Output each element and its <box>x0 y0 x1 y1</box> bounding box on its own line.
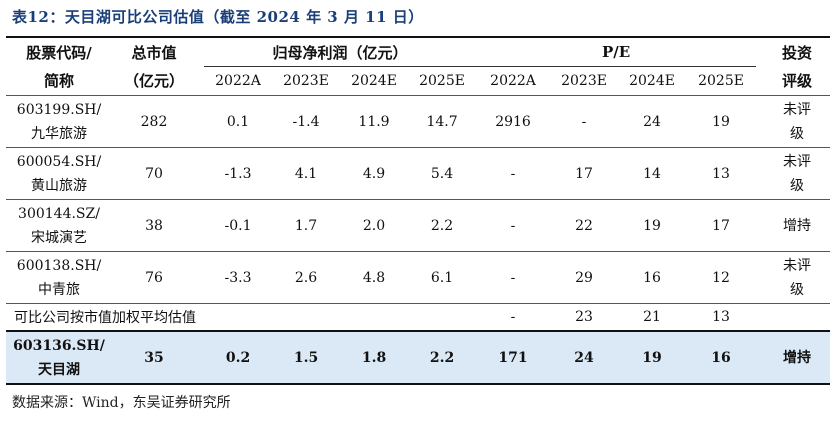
rating-2: 级 <box>790 177 805 194</box>
pe-cell: 2916 <box>476 95 551 148</box>
pe-cell: - <box>510 309 516 325</box>
header-mcap: 总市值 <box>112 36 197 67</box>
profit-cell: 11.9 <box>340 95 409 148</box>
stock-name: 九华旅游 <box>31 125 87 142</box>
profit-cell: -3.3 <box>204 251 273 304</box>
pe-cell: 24 <box>550 330 619 385</box>
stock-name: 宋城演艺 <box>31 229 87 246</box>
table-row: 600054.SH/黄山旅游 70 -1.3 4.1 4.9 5.4 - 17 … <box>6 147 831 200</box>
pe-cell: 29 <box>550 251 619 304</box>
pe-cell: 14 <box>618 147 687 200</box>
pe-cell: 17 <box>550 147 619 200</box>
profit-cell: -0.1 <box>204 199 273 252</box>
profit-cell: 2.2 <box>408 199 477 252</box>
market-cap: 76 <box>112 251 197 304</box>
header-year: 2023E <box>272 66 341 96</box>
average-row: 可比公司按市值加权平均估值 - 23 21 13 <box>6 303 830 331</box>
pe-cell: 19 <box>618 199 687 252</box>
header-year: 2024E <box>340 66 409 96</box>
pe-cell: 21 <box>643 309 661 325</box>
market-cap: 70 <box>112 147 197 200</box>
header-year: 2024E <box>618 66 687 96</box>
profit-cell: 0.2 <box>204 330 273 385</box>
average-label: 可比公司按市值加权平均估值 <box>14 310 196 326</box>
profit-cell: 5.4 <box>408 147 477 200</box>
rating: 增持 <box>764 330 831 385</box>
profit-cell: 2.6 <box>272 251 341 304</box>
profit-cell: 2.2 <box>408 330 477 385</box>
rating: 未评 <box>783 153 812 170</box>
market-cap: 35 <box>112 330 197 385</box>
table-row: 603199.SH/九华旅游 282 0.1 -1.4 11.9 14.7 29… <box>6 95 831 148</box>
header-stock-2: 简称 <box>6 66 113 96</box>
pe-cell: 24 <box>618 95 687 148</box>
table-title: 表12：天目湖可比公司估值（截至 2024 年 3 月 11 日） <box>12 8 424 26</box>
target-row: 603136.SH/天目湖 35 0.2 1.5 1.8 2.2 171 24 … <box>6 330 831 385</box>
pe-cell: - <box>476 199 551 252</box>
pe-cell: 23 <box>575 309 593 325</box>
profit-cell: -1.4 <box>272 95 341 148</box>
table-row: 300144.SZ/宋城演艺 38 -0.1 1.7 2.0 2.2 - 22 … <box>6 199 831 252</box>
header-year: 2022A <box>476 66 551 96</box>
pe-cell: - <box>476 147 551 200</box>
header-stock: 股票代码/ <box>6 36 113 67</box>
profit-cell: 4.9 <box>340 147 409 200</box>
profit-cell: 4.8 <box>340 251 409 304</box>
market-cap: 282 <box>112 95 197 148</box>
rating-2: 级 <box>790 281 805 298</box>
header-pe: P/E <box>476 36 757 67</box>
valuation-table: 股票代码/ 总市值 归母净利润（亿元） P/E 投资 简称 （亿元） 2022A… <box>6 36 831 385</box>
source-note: 数据来源：Wind，东吴证券研究所 <box>12 395 231 411</box>
stock-code: 603199.SH/ <box>16 101 102 118</box>
profit-cell: 1.7 <box>272 199 341 252</box>
table-row: 600138.SH/中青旅 76 -3.3 2.6 4.8 6.1 - 29 1… <box>6 251 831 304</box>
stock-name: 天目湖 <box>38 361 80 378</box>
profit-cell: 4.1 <box>272 147 341 200</box>
profit-cell: 1.5 <box>272 330 341 385</box>
pe-cell: 19 <box>618 330 687 385</box>
rating: 增持 <box>764 199 831 252</box>
pe-cell: 17 <box>686 199 757 252</box>
header-mcap-2: （亿元） <box>112 66 197 96</box>
pe-cell: 22 <box>550 199 619 252</box>
header-year: 2022A <box>204 66 273 96</box>
profit-cell: 14.7 <box>408 95 477 148</box>
pe-cell: - <box>476 251 551 304</box>
pe-cell: - <box>550 95 619 148</box>
pe-cell: 16 <box>686 330 757 385</box>
stock-name: 中青旅 <box>38 281 80 298</box>
header-year: 2025E <box>686 66 757 96</box>
header-year: 2023E <box>550 66 619 96</box>
stock-code: 600138.SH/ <box>16 257 102 274</box>
rating: 未评 <box>783 257 812 274</box>
header-year: 2025E <box>408 66 477 96</box>
header-rating: 投资 <box>764 36 831 67</box>
rating: 未评 <box>783 101 812 118</box>
header-profit: 归母净利润（亿元） <box>204 36 477 67</box>
stock-code: 603136.SH/ <box>13 337 105 354</box>
stock-code: 300144.SZ/ <box>18 205 100 222</box>
profit-cell: 2.0 <box>340 199 409 252</box>
pe-cell: 13 <box>712 309 730 325</box>
rating-2: 级 <box>790 125 805 142</box>
pe-cell: 19 <box>686 95 757 148</box>
stock-name: 黄山旅游 <box>31 177 87 194</box>
pe-cell: 13 <box>686 147 757 200</box>
profit-cell: -1.3 <box>204 147 273 200</box>
stock-code: 600054.SH/ <box>16 153 102 170</box>
profit-cell: 6.1 <box>408 251 477 304</box>
profit-cell: 0.1 <box>204 95 273 148</box>
profit-cell: 1.8 <box>340 330 409 385</box>
pe-cell: 16 <box>618 251 687 304</box>
pe-cell: 171 <box>476 330 551 385</box>
market-cap: 38 <box>112 199 197 252</box>
pe-cell: 12 <box>686 251 757 304</box>
header-rating-2: 评级 <box>764 66 831 96</box>
